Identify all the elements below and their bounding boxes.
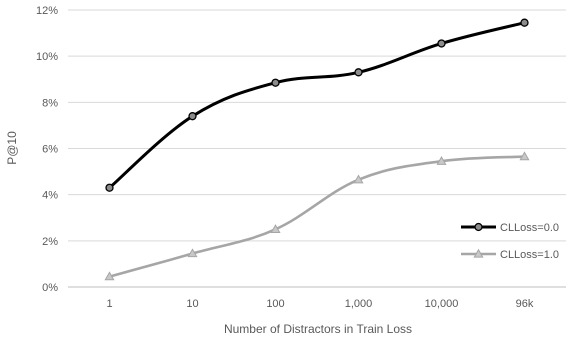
x-axis-title: Number of Distractors in Train Loss [224,322,412,336]
data-point [519,151,530,161]
x-tick-label: 10 [186,298,198,310]
y-axis-ticks: 0% 2% 4% 6% 8% 10% 12% [36,5,58,294]
data-point [271,78,280,87]
legend-marker [474,222,483,232]
series-line [108,21,526,190]
x-tick-label: 96k [516,298,534,310]
data-point [437,39,446,48]
y-tick-label: 8% [42,97,58,109]
x-tick-label: 1 [106,298,112,310]
series-group [104,18,530,281]
series-clloss-1-0 [104,151,530,281]
legend-label: CLLoss=1.0 [500,249,559,261]
x-axis-ticks: 1 10 100 1,000 10,000 96k [106,298,533,310]
data-point [354,68,363,77]
y-axis-title: P@10 [5,131,19,165]
x-tick-label: 10,000 [425,298,459,310]
y-tick-label: 10% [36,51,58,63]
y-tick-label: 4% [42,190,58,202]
data-point [188,112,197,121]
x-tick-label: 100 [266,298,284,310]
data-point [187,248,198,258]
gridlines [68,9,566,288]
series-line [108,155,526,278]
y-tick-label: 0% [42,282,58,294]
legend-label: CLLoss=0.0 [500,222,559,234]
y-tick-label: 2% [42,236,58,248]
legend-item-clloss-1-0: CLLoss=1.0 [461,248,559,261]
y-tick-label: 12% [36,5,58,17]
data-point [520,18,529,27]
legend-marker [473,248,484,258]
data-point [270,224,281,233]
legend: CLLoss=0.0 CLLoss=1.0 [461,222,559,261]
y-tick-label: 6% [42,144,58,156]
data-point [436,155,447,165]
legend-item-clloss-0-0: CLLoss=0.0 [461,222,559,234]
data-point [105,183,114,192]
data-point [104,271,115,281]
series-clloss-0-0 [105,18,529,192]
data-point [353,174,364,184]
x-tick-label: 1,000 [345,298,373,310]
